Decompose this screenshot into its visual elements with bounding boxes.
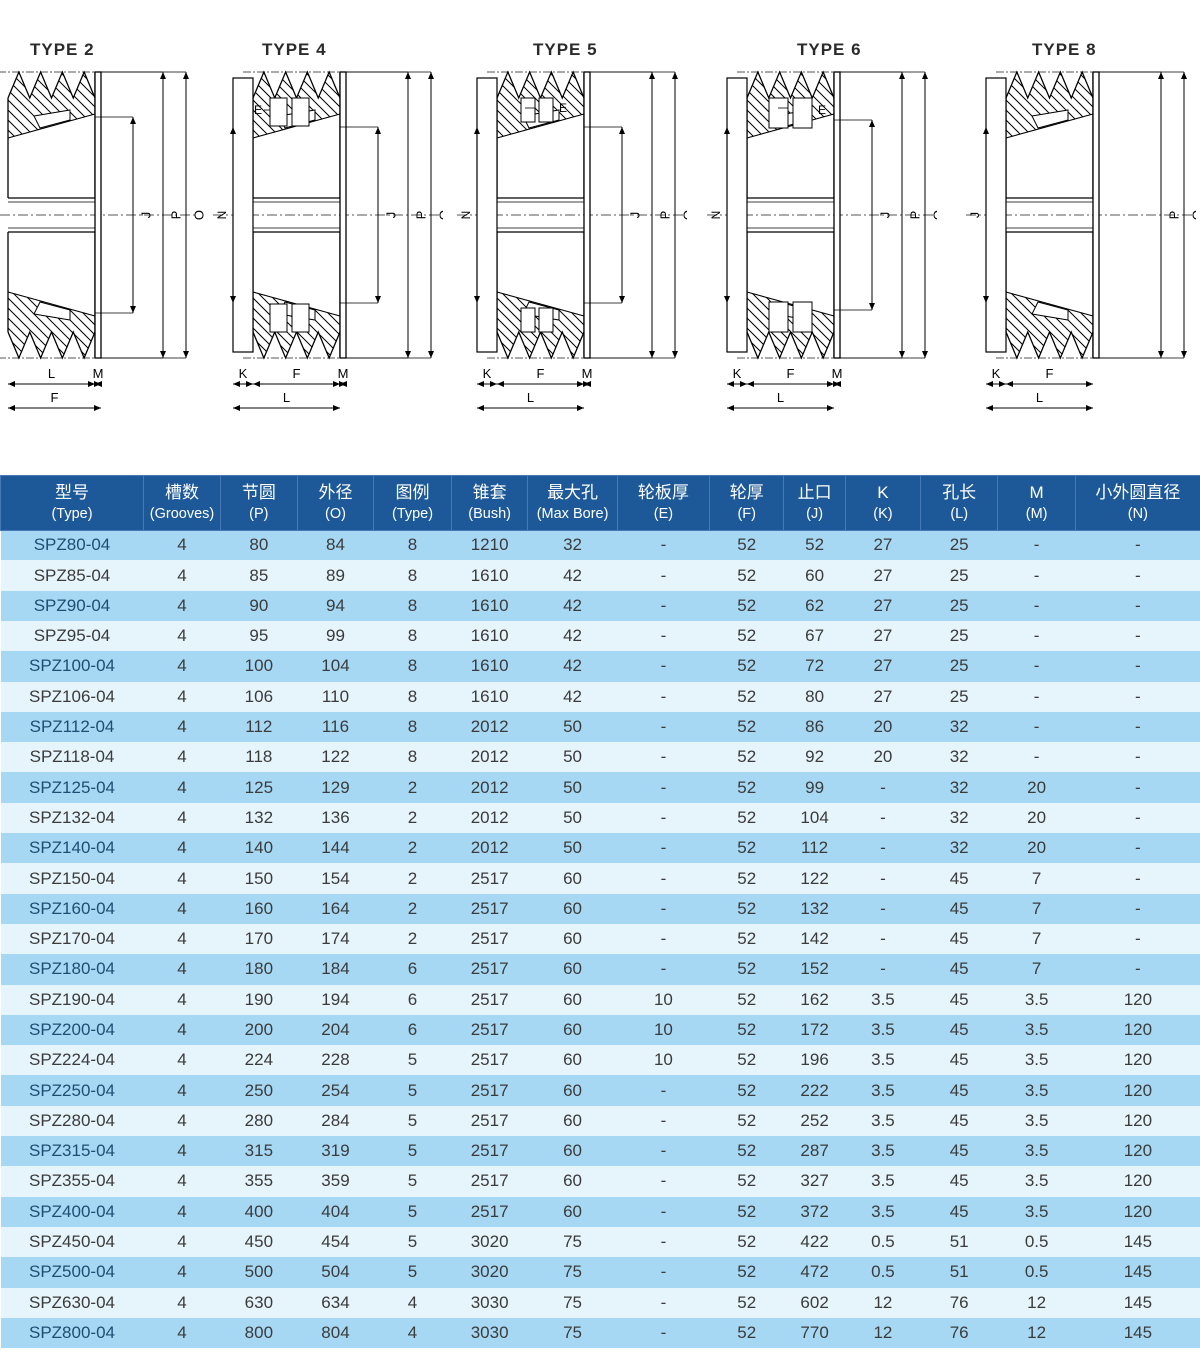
svg-text:F: F bbox=[537, 366, 545, 381]
svg-text:F: F bbox=[51, 390, 59, 405]
svg-text:O: O bbox=[191, 210, 206, 220]
svg-text:P: P bbox=[413, 211, 428, 220]
svg-text:O: O bbox=[930, 210, 937, 220]
svg-text:J: J bbox=[968, 212, 982, 218]
svg-text:O: O bbox=[436, 210, 443, 220]
svg-text:E: E bbox=[818, 103, 826, 117]
svg-text:P: P bbox=[657, 211, 672, 220]
svg-text:E: E bbox=[559, 101, 567, 115]
svg-text:J: J bbox=[383, 212, 398, 219]
svg-text:K: K bbox=[733, 366, 742, 381]
svg-text:M: M bbox=[93, 366, 104, 381]
svg-text:K: K bbox=[483, 366, 492, 381]
svg-text:P: P bbox=[907, 211, 922, 220]
svg-text:K: K bbox=[992, 366, 1001, 381]
svg-text:J: J bbox=[138, 212, 153, 219]
svg-text:P: P bbox=[168, 211, 183, 220]
svg-text:O: O bbox=[1189, 210, 1196, 220]
svg-text:L: L bbox=[283, 390, 290, 405]
svg-text:N: N bbox=[709, 211, 723, 220]
svg-text:M: M bbox=[832, 366, 843, 381]
svg-text:F: F bbox=[293, 366, 301, 381]
svg-text:E: E bbox=[254, 103, 262, 117]
svg-text:J: J bbox=[627, 212, 642, 219]
svg-text:O: O bbox=[680, 210, 687, 220]
svg-text:K: K bbox=[239, 366, 248, 381]
svg-text:F: F bbox=[787, 366, 795, 381]
svg-text:M: M bbox=[582, 366, 593, 381]
svg-text:N: N bbox=[215, 211, 229, 220]
svg-text:F: F bbox=[1046, 366, 1054, 381]
svg-text:L: L bbox=[777, 390, 784, 405]
svg-text:N: N bbox=[459, 211, 473, 220]
svg-text:L: L bbox=[48, 366, 55, 381]
svg-text:J: J bbox=[877, 212, 892, 219]
svg-text:L: L bbox=[527, 390, 534, 405]
svg-text:M: M bbox=[338, 366, 349, 381]
svg-text:P: P bbox=[1166, 211, 1181, 220]
svg-text:L: L bbox=[1036, 390, 1043, 405]
